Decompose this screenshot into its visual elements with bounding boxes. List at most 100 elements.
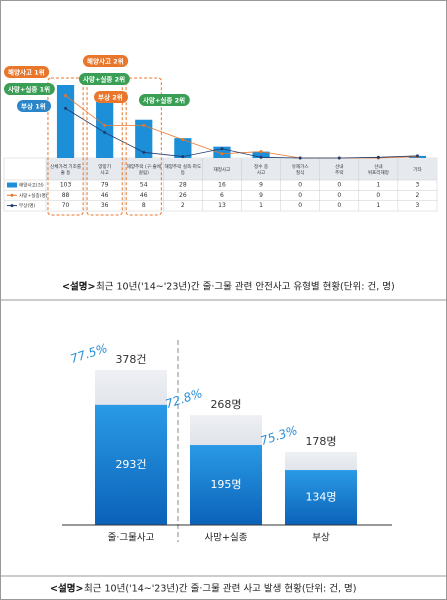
line-point (181, 138, 185, 142)
legend-swatch (7, 182, 17, 188)
bar (96, 102, 114, 158)
line-point (220, 152, 224, 156)
table-cell: 1 (376, 202, 380, 209)
table-cell: 26 (179, 192, 187, 199)
table-cell: 0 (298, 192, 302, 199)
value-label: 378건 (115, 353, 146, 366)
table-cell: 9 (259, 182, 263, 189)
table-cell: 3 (416, 202, 420, 209)
table-cell: 16 (218, 182, 226, 189)
table-cell: 70 (62, 202, 70, 209)
ratio-label: 77.5% (69, 341, 110, 366)
badge-label: 사망+실종 1위 (8, 85, 50, 94)
table-cell: 0 (376, 192, 380, 199)
caption-label: <설명> (62, 281, 95, 293)
badge-label: 부상 2위 (98, 93, 123, 102)
value-label: 293건 (115, 458, 146, 471)
bar (56, 85, 75, 158)
bar (135, 119, 153, 158)
line-point (142, 150, 146, 154)
badge (79, 73, 130, 85)
x-tick-label: 사망+실종 (205, 533, 248, 544)
x-tick-label: 부상 (312, 533, 330, 544)
category-label: 유해가스 질식 (292, 163, 309, 176)
badge (4, 83, 55, 95)
badge (94, 91, 128, 103)
line-point (142, 123, 146, 127)
ratio-label: 75.3% (259, 423, 300, 448)
line-point (259, 150, 263, 154)
line-point (64, 106, 68, 110)
category-label: 기타 (413, 166, 422, 173)
category-label: 해양추락 (구·줄에 걸림) (127, 163, 161, 176)
table-cell: 6 (220, 192, 224, 199)
line-point (415, 154, 419, 158)
table-cell: 1 (259, 202, 263, 209)
table-cell: 0 (298, 182, 302, 189)
line-point (103, 130, 107, 134)
table-cell: 8 (142, 202, 146, 209)
badge (83, 55, 129, 67)
category-label: 재정사고 (213, 166, 230, 173)
ratio-label: 72.8% (164, 386, 205, 411)
bar (174, 138, 192, 158)
legend-marker (10, 193, 14, 197)
badge-label: 사망+실종 2위 (143, 96, 185, 105)
caption: 최근 10년('14~'23년)간 줄·그물 관련 사고 발생 현황(단위: 건… (84, 583, 356, 595)
line-point (181, 155, 185, 159)
table-cell: 2 (416, 192, 420, 199)
legend-marker (10, 204, 14, 208)
badge-label: 해양사고 1위 (8, 68, 45, 77)
table-cell: 0 (337, 182, 341, 189)
line-point (298, 156, 302, 160)
category-label: 정수 중 사고 (254, 163, 268, 176)
table-cell: 46 (140, 192, 148, 199)
value-label: 195명 (210, 478, 241, 491)
series-line (65, 95, 418, 159)
table-cell: 3 (416, 182, 420, 189)
badge-label: 부상 1위 (21, 102, 46, 111)
line-point (376, 155, 380, 159)
table-cell: 36 (101, 202, 109, 209)
caption: 최근 10년('14~'23년)간 줄·그물 관련 안전사고 유형별 현황(단위… (96, 281, 395, 293)
table-cell: 1 (376, 182, 380, 189)
legend-label: 해양사고(건) (19, 182, 44, 189)
table-cell: 0 (337, 202, 341, 209)
table-cell: 28 (179, 182, 187, 189)
value-label: 134명 (305, 491, 336, 504)
table-cell: 46 (101, 192, 109, 199)
table-cell: 0 (298, 202, 302, 209)
line-point (64, 94, 68, 98)
legend-label: 부상(명) (19, 202, 35, 209)
table-cell: 54 (140, 182, 148, 189)
line-point (337, 156, 341, 160)
badge (4, 66, 50, 78)
category-label: 양망기 사고 (98, 163, 111, 176)
line-point (103, 123, 107, 127)
table-cell: 9 (259, 192, 263, 199)
category-label: 선내 추락 (335, 163, 344, 176)
bar-part (285, 470, 357, 525)
caption-label: <설명> (50, 583, 83, 595)
badge (139, 94, 190, 106)
table-cell: 88 (62, 192, 70, 199)
bar-part (190, 445, 262, 525)
table-cell: 13 (218, 202, 226, 209)
table-cell: 2 (181, 202, 185, 209)
table-cell: 103 (60, 182, 72, 189)
line-point (220, 147, 224, 151)
badge-label: 해양사고 2위 (87, 57, 124, 66)
line-point (259, 155, 263, 159)
x-tick-label: 줄·그물사고 (108, 533, 155, 544)
badge (17, 100, 51, 112)
value-label: 268명 (210, 398, 241, 411)
badge-label: 사망+실종 2위 (83, 75, 125, 84)
legend-label: 사망+실종(명) (19, 192, 48, 199)
series-line (65, 108, 418, 159)
category-label: 신체가격 기조를 줄 등 (50, 163, 81, 176)
table-cell: 79 (101, 182, 109, 189)
value-label: 178명 (305, 435, 336, 448)
bar-part (95, 404, 167, 525)
